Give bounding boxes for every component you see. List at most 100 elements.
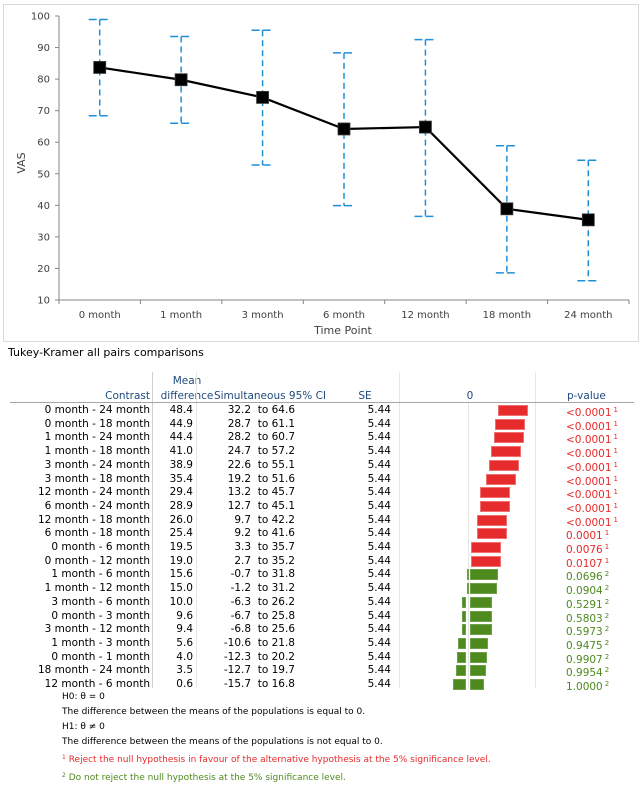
p-value-footnote-mark: 1	[613, 488, 619, 497]
ci-bar	[477, 514, 508, 526]
p-value-footnote-mark: 2	[604, 652, 610, 661]
y-tick-label: 70	[37, 106, 50, 117]
row-mean-difference: 35.4	[169, 472, 193, 485]
p-value-footnote-mark: 1	[604, 543, 610, 551]
row-ci: 28.2 to 60.7	[227, 431, 295, 444]
ci-bar-negative	[466, 583, 469, 595]
data-point-marker	[93, 61, 107, 74]
ci-bar	[494, 418, 525, 430]
row-ci: 19.2 to 51.6	[227, 472, 295, 485]
row-mean-difference: 28.9	[169, 499, 193, 512]
x-axis-title: Time Point	[313, 324, 372, 337]
row-p-value: <0.0001 1	[566, 486, 619, 502]
row-contrast: 0 month - 12 month	[44, 554, 150, 567]
row-ci: 12.7 to 45.1	[227, 499, 295, 512]
p-value-text: 0.5973	[566, 626, 603, 639]
h0-label: H0: θ = 0	[62, 692, 105, 702]
p-value-text: <0.0001	[566, 489, 612, 502]
row-se: 5.44	[367, 486, 391, 499]
row-ci: -12.3 to 20.2	[223, 650, 295, 663]
col-divider-se	[399, 372, 400, 688]
error-bar	[251, 29, 274, 166]
row-ci: 13.2 to 45.7	[227, 486, 295, 499]
p-value-text: <0.0001	[566, 502, 612, 515]
data-point-marker	[337, 122, 351, 136]
row-se: 5.44	[367, 582, 391, 595]
y-tick-label: 30	[37, 232, 50, 243]
row-ci: -6.7 to 25.8	[230, 609, 295, 622]
row-ci: 3.3 to 35.7	[234, 541, 295, 553]
row-contrast: 1 month - 6 month	[51, 568, 150, 581]
footnote-not-reject-text: Do not reject the null hypothesis at the…	[65, 773, 346, 783]
x-tick-label: 3 month	[242, 310, 284, 321]
p-value-text: 0.9475	[566, 639, 603, 652]
row-contrast: 6 month - 18 month	[44, 527, 150, 540]
p-value-footnote-mark: 1	[613, 515, 619, 524]
ci-bar-positive	[469, 583, 498, 595]
row-mean-difference: 3.5	[176, 664, 193, 677]
y-tick-label: 20	[37, 264, 50, 275]
ci-bar-positive	[469, 596, 493, 608]
row-p-value: 1.0000 2	[566, 678, 610, 693]
row-contrast: 1 month - 18 month	[44, 445, 150, 458]
row-p-value: 0.0001 1	[566, 527, 609, 542]
x-tick-label: 18 month	[483, 310, 531, 321]
footnote-mark-2: 2	[62, 772, 66, 779]
row-p-value: <0.0001 1	[566, 418, 618, 433]
row-mean-difference: 9.6	[176, 609, 193, 622]
row-contrast: 3 month - 6 month	[51, 595, 150, 608]
ci-bar-negative	[462, 596, 467, 608]
row-se: 5.44	[367, 595, 391, 608]
ci-bar-negative	[456, 665, 467, 677]
row-se: 5.44	[367, 431, 391, 444]
p-value-text: 0.5291	[566, 598, 603, 611]
ci-bar	[497, 405, 529, 416]
ci-bar-positive	[469, 610, 492, 622]
x-tick-label: 12 month	[401, 310, 449, 321]
row-contrast: 0 month - 18 month	[44, 417, 150, 430]
row-contrast: 0 month - 6 month	[51, 541, 150, 553]
row-contrast: 3 month - 24 month	[44, 458, 150, 471]
row-contrast: 1 month - 3 month	[51, 636, 150, 649]
p-value-footnote-mark: 2	[604, 680, 610, 688]
header-zero: 0	[466, 390, 474, 402]
row-contrast: 0 month - 3 month	[51, 609, 150, 622]
row-mean-difference: 48.4	[169, 404, 193, 416]
y-tick-label: 60	[37, 138, 50, 149]
row-p-value: <0.0001 1	[566, 473, 618, 488]
row-ci: -1.2 to 31.2	[230, 582, 295, 595]
ci-bar-negative	[453, 679, 467, 690]
p-value-text: 0.0107	[566, 557, 603, 570]
error-bar	[333, 52, 355, 207]
row-ci: -12.7 to 19.7	[223, 664, 295, 677]
row-se: 5.44	[367, 568, 391, 581]
ci-bar	[470, 555, 501, 567]
row-p-value: 0.0904 2	[566, 582, 609, 597]
ci-bar-positive	[469, 679, 484, 690]
p-value-footnote-mark: 2	[604, 570, 610, 579]
y-tick-label: 50	[37, 169, 50, 180]
p-value-text: 0.0696	[566, 571, 603, 584]
row-contrast: 12 month - 24 month	[37, 486, 150, 499]
row-ci: 9.2 to 41.6	[234, 527, 295, 540]
header-se: SE	[358, 390, 372, 402]
col-divider-mean	[196, 372, 197, 688]
ci-bar	[471, 542, 502, 553]
row-mean-difference: 19.0	[169, 554, 193, 567]
row-contrast: 18 month - 24 month	[37, 664, 150, 677]
ci-bar-negative	[458, 637, 467, 649]
ci-bar-positive	[469, 569, 498, 581]
vas-chart-svg: 10 20 30 40 50 60 70 80 90 100 0 month 1 month 3 mo…	[15, 12, 630, 337]
row-p-value: 0.9954 2	[566, 664, 609, 679]
ci-bar	[476, 528, 507, 540]
p-value-footnote-mark: 2	[604, 638, 610, 647]
h0-text: The difference between the means of the …	[62, 707, 366, 717]
row-contrast: 0 month - 1 month	[51, 650, 150, 663]
row-se: 5.44	[367, 554, 391, 567]
error-bar	[88, 18, 111, 117]
row-mean-difference: 44.4	[169, 431, 193, 444]
p-value-text: <0.0001	[566, 434, 612, 447]
footnote-reject-text: Reject the null hypothesis in favour of …	[65, 755, 491, 765]
row-se: 5.44	[367, 458, 391, 471]
row-ci: -0.7 to 31.8	[230, 568, 295, 581]
